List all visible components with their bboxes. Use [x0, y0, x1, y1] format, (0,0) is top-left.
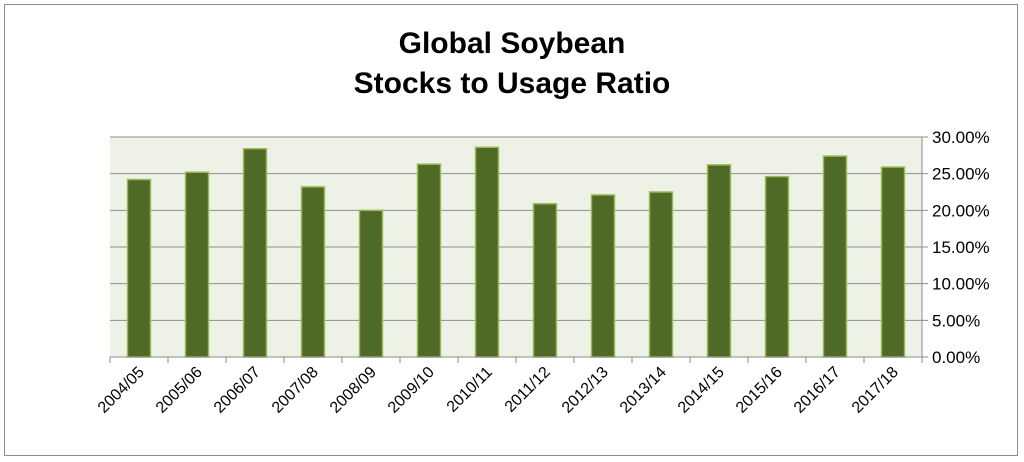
chart-title-line-1: Global Soybean: [398, 27, 626, 60]
x-tick-label: 2007/08: [269, 364, 322, 417]
bar-2017-18: [880, 166, 906, 358]
x-tick-label: 2017/18: [849, 364, 902, 417]
y-tick-label: 0.00%: [932, 348, 980, 367]
x-axis-tick-labels: 2004/05 2005/06 2006/07 2007/08 2008/09 2009/…: [95, 364, 902, 417]
bar-2015-16: [764, 175, 790, 358]
bars: [126, 146, 906, 358]
bar-2007-08: [300, 186, 326, 358]
bar-2008-09: [358, 209, 384, 358]
bar-2014-15: [706, 164, 732, 358]
x-tick-label: 2009/10: [385, 364, 438, 417]
bar-2012-13: [590, 194, 616, 358]
x-tick-label: 2008/09: [327, 364, 380, 417]
y-axis-tick-labels: 0.00% 5.00% 10.00% 15.00% 20.00% 25.00% 30.00%: [932, 128, 990, 367]
bar-2010-11: [474, 146, 500, 358]
x-tick-label: 2015/16: [733, 364, 786, 417]
y-tick-label: 5.00%: [932, 311, 980, 330]
y-tick-label: 25.00%: [932, 165, 990, 184]
x-tick-label: 2006/07: [211, 364, 264, 417]
y-tick-label: 10.00%: [932, 275, 990, 294]
x-tick-label: 2013/14: [617, 364, 670, 417]
x-tick-label: 2014/15: [675, 364, 728, 417]
bar-2016-17: [822, 155, 848, 358]
bar-2005-06: [184, 171, 210, 358]
x-tick-label: 2010/11: [444, 364, 496, 416]
bar-2013-14: [648, 191, 674, 358]
y-tick-label: 15.00%: [932, 238, 990, 257]
axes: [109, 137, 923, 363]
x-tick-label: 2012/13: [559, 364, 612, 417]
x-tick-label: 2005/06: [153, 364, 206, 417]
x-tick-label: 2011/12: [502, 364, 554, 416]
y-tick-label: 20.00%: [932, 201, 990, 220]
bar-2004-05: [126, 178, 152, 358]
chart-title-line-2: Stocks to Usage Ratio: [353, 67, 671, 100]
bar-2006-07: [242, 147, 268, 358]
x-tick-label: 2016/17: [791, 364, 844, 417]
bar-2009-10: [416, 163, 442, 358]
x-tick-label: 2004/05: [95, 364, 148, 417]
bar-2011-12: [532, 202, 558, 358]
chart-title: Global Soybean Stocks to Usage Ratio: [0, 24, 1024, 104]
y-tick-label: 30.00%: [932, 128, 990, 147]
